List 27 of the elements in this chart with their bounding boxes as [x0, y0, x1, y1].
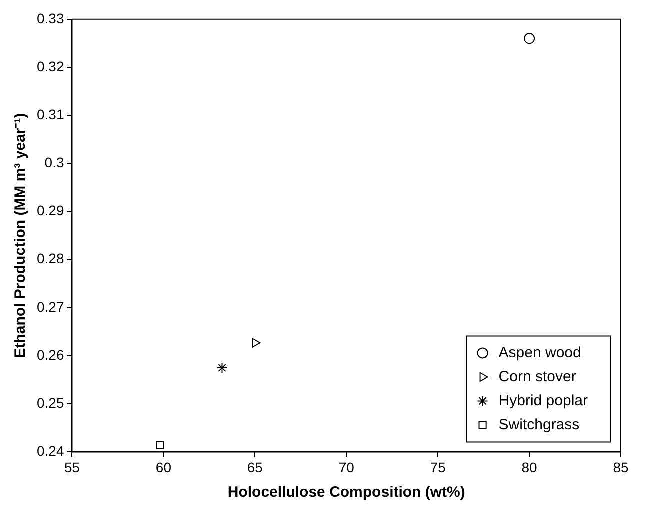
legend-label: Aspen wood	[498, 344, 582, 362]
legend-label: Switchgrass	[498, 416, 580, 434]
point	[156, 441, 164, 450]
y-tick-label: 0.3	[44, 154, 64, 171]
point	[524, 33, 536, 44]
y-tick-label: 0.28	[37, 250, 64, 267]
x-tick-label: 80	[522, 459, 538, 476]
y-tick-label: 0.29	[37, 202, 64, 219]
x-tick-label: 65	[247, 459, 264, 476]
y-tick-label: 0.31	[37, 106, 64, 122]
y-tick-label: 0.32	[37, 58, 64, 74]
point	[252, 338, 261, 348]
x-tick-label: 85	[613, 459, 629, 476]
point	[216, 362, 228, 374]
x-tick-label: 75	[430, 459, 446, 476]
legend-label: Hybrid poplar	[498, 392, 588, 410]
x-axis-title: Holocellulose Composition (wt%)	[228, 484, 466, 502]
y-tick-label: 0.26	[37, 346, 64, 363]
y-tick-label: 0.24	[37, 443, 64, 460]
x-tick-label: 60	[156, 459, 172, 476]
y-axis-title: Ethanol Production (MM m³ year⁻¹)	[12, 113, 30, 358]
y-tick-label: 0.33	[37, 10, 64, 26]
legend-label: Corn stover	[498, 368, 576, 386]
x-tick-label: 55	[64, 459, 80, 476]
y-tick-label: 0.27	[37, 298, 64, 315]
x-tick-label: 70	[338, 459, 355, 476]
y-tick-label: 0.25	[37, 394, 64, 411]
